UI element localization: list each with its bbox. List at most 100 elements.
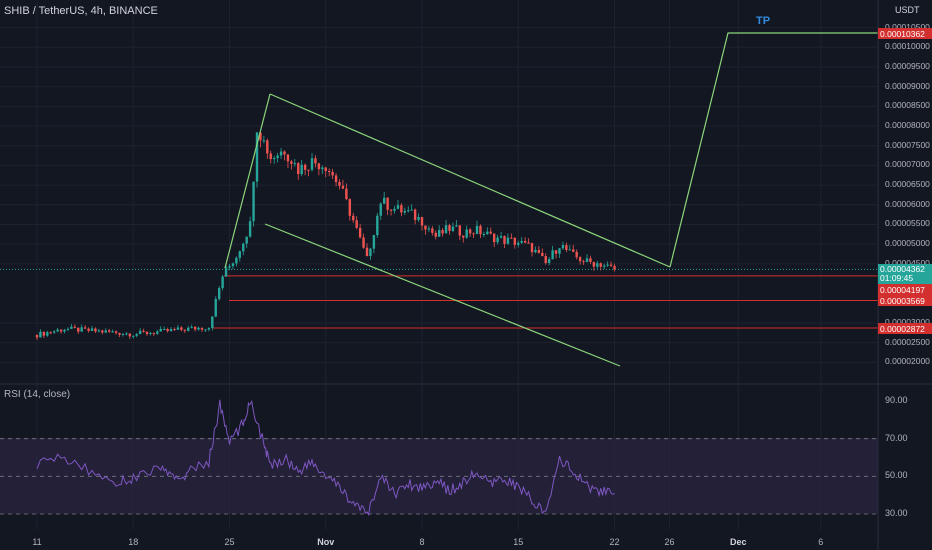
time-tick: 8 bbox=[419, 537, 425, 547]
candle-body bbox=[527, 242, 530, 244]
candle-body bbox=[307, 169, 310, 171]
candle-body bbox=[310, 158, 314, 170]
candle-body bbox=[145, 331, 149, 334]
candle-body bbox=[417, 217, 420, 220]
candle-body bbox=[496, 237, 499, 243]
candle-body bbox=[465, 229, 468, 238]
candle-body bbox=[341, 185, 345, 189]
currency-label[interactable]: USDT bbox=[895, 5, 920, 15]
candle-body bbox=[334, 175, 338, 183]
candle-body bbox=[42, 331, 46, 336]
candle-body bbox=[39, 331, 42, 338]
candle-body bbox=[327, 171, 331, 173]
candle-body bbox=[596, 263, 599, 267]
candle-body bbox=[272, 158, 276, 160]
candle-body bbox=[503, 236, 506, 244]
time-tick: Nov bbox=[317, 537, 335, 547]
candle-body bbox=[156, 331, 159, 334]
price-tick: 0.00006000 bbox=[885, 198, 930, 209]
candle-body bbox=[547, 259, 551, 263]
candle-body bbox=[575, 251, 578, 258]
candle-body bbox=[262, 140, 266, 142]
candle-body bbox=[609, 264, 613, 266]
candle-body bbox=[424, 225, 427, 230]
candle-body bbox=[132, 335, 135, 337]
candle-body bbox=[173, 329, 176, 331]
candle-body bbox=[434, 232, 437, 237]
candle-body bbox=[393, 208, 396, 211]
horizontal-levels bbox=[0, 32, 878, 329]
time-tick: 26 bbox=[664, 537, 675, 547]
candle-body bbox=[70, 326, 73, 329]
candle-body bbox=[355, 220, 358, 228]
trend-line bbox=[224, 93, 271, 269]
candle-body bbox=[166, 328, 169, 332]
candle-body bbox=[104, 330, 107, 333]
candle-body bbox=[121, 334, 125, 336]
candle-body bbox=[475, 225, 479, 234]
rsi-tick: 90.00 bbox=[885, 395, 908, 405]
rsi-tick: 30.00 bbox=[885, 508, 908, 518]
candle-body bbox=[169, 329, 173, 332]
candle-body bbox=[300, 164, 303, 175]
price-tick: 0.00010000 bbox=[885, 41, 930, 52]
candle-body bbox=[602, 265, 606, 267]
price-tick: 0.00005500 bbox=[885, 218, 930, 229]
candle-body bbox=[269, 153, 272, 160]
candle-body bbox=[80, 327, 83, 332]
candle-body bbox=[128, 333, 132, 337]
candle-body bbox=[187, 327, 190, 331]
candle-body bbox=[544, 256, 547, 263]
candle-body bbox=[276, 155, 279, 159]
candle-body bbox=[317, 163, 321, 170]
candle-body bbox=[441, 230, 444, 234]
symbol-title[interactable]: SHIB / TetherUS, 4h, BINANCE bbox=[4, 5, 158, 17]
price-tick: 0.00007000 bbox=[885, 159, 930, 170]
candle-body bbox=[338, 182, 341, 186]
candle-body bbox=[231, 263, 235, 267]
candle-body bbox=[242, 243, 245, 252]
rsi-indicator-title[interactable]: RSI (14, close) bbox=[4, 389, 71, 400]
time-tick: 25 bbox=[224, 537, 235, 547]
price-tick: 0.00005000 bbox=[885, 238, 930, 249]
candle-body bbox=[221, 276, 224, 289]
candle-body bbox=[510, 237, 513, 239]
candle-body bbox=[565, 245, 568, 250]
candle-body bbox=[204, 329, 207, 331]
candle-body bbox=[420, 217, 424, 226]
candle-body bbox=[517, 242, 520, 245]
candle-body bbox=[211, 316, 214, 329]
candle-body bbox=[572, 249, 575, 252]
candle-body bbox=[352, 215, 355, 221]
candle-body bbox=[489, 231, 492, 234]
candle-body bbox=[561, 245, 565, 249]
candle-body bbox=[77, 327, 80, 332]
level-3-tag: 0.00002872 bbox=[878, 323, 932, 334]
candle-body bbox=[613, 265, 616, 270]
candle-body bbox=[534, 249, 537, 253]
price-tick: 0.00008500 bbox=[885, 100, 930, 111]
candle-body bbox=[523, 240, 527, 243]
level-1-tag: 0.00004197 bbox=[878, 284, 932, 295]
candle-body bbox=[114, 331, 118, 333]
candle-body bbox=[135, 334, 138, 336]
candle-body bbox=[101, 330, 104, 333]
candle-body bbox=[118, 332, 121, 335]
candle-body bbox=[365, 247, 369, 257]
price-tick: 0.00002500 bbox=[885, 336, 930, 347]
candle-body bbox=[214, 299, 217, 317]
candle-body bbox=[87, 328, 90, 331]
candle-body bbox=[541, 252, 544, 257]
candle-body bbox=[193, 326, 197, 330]
time-tick: 6 bbox=[818, 537, 824, 547]
candle-body bbox=[558, 248, 561, 254]
candle-body bbox=[585, 258, 589, 262]
candle-body bbox=[176, 327, 180, 330]
candle-body bbox=[410, 209, 413, 211]
candle-body bbox=[252, 181, 255, 222]
level-2-tag: 0.00003569 bbox=[878, 295, 932, 306]
candle-body bbox=[321, 167, 324, 170]
candle-body bbox=[66, 328, 70, 330]
candle-body bbox=[427, 228, 431, 230]
